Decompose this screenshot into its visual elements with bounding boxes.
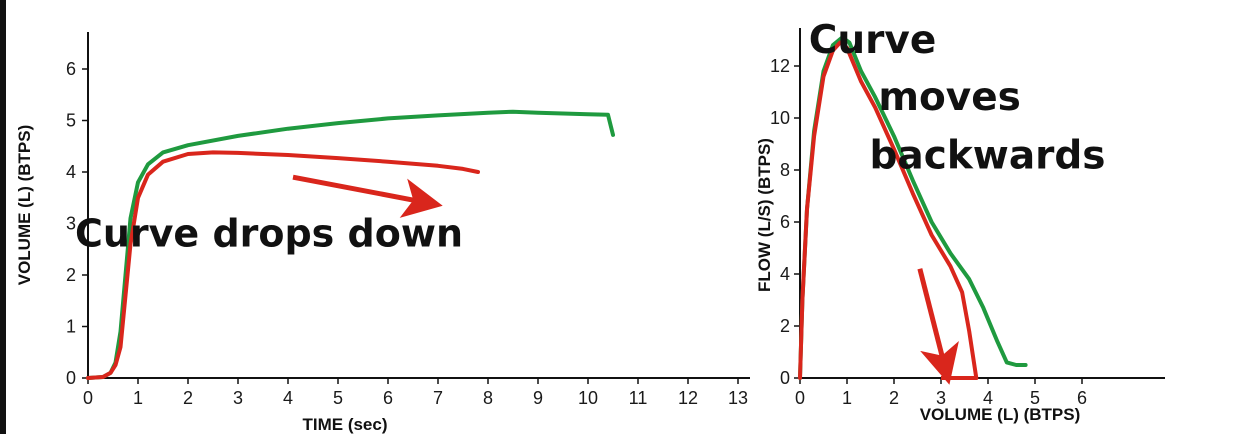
- y-tick-label: 6: [66, 59, 76, 79]
- y-tick-label: 2: [780, 316, 790, 336]
- y-tick-label: 4: [780, 264, 790, 284]
- annotation-text: backwards: [870, 134, 1106, 179]
- x-tick-label: 1: [133, 388, 143, 408]
- flow-volume-y-axis-label: FLOW (L/S) (BTPS): [755, 138, 774, 292]
- y-tick-label: 5: [66, 111, 76, 131]
- flow-volume-x-axis-label: VOLUME (L) (BTPS): [920, 405, 1081, 424]
- annotation-text: Curve: [809, 18, 937, 63]
- x-tick-label: 12: [678, 388, 698, 408]
- green-curve-series: [86, 109, 615, 380]
- x-tick-label: 2: [889, 388, 899, 408]
- y-tick-label: 0: [66, 368, 76, 388]
- y-tick-label: 1: [66, 317, 76, 337]
- x-tick-label: 6: [383, 388, 393, 408]
- volume-time-series: [86, 109, 615, 380]
- x-tick-label: 0: [83, 388, 93, 408]
- red-curve-series: [798, 40, 979, 380]
- x-tick-label: 7: [433, 388, 443, 408]
- y-tick-label: 3: [66, 214, 76, 234]
- x-tick-label: 4: [983, 388, 993, 408]
- x-tick-label: 6: [1077, 388, 1087, 408]
- x-tick-label: 2: [183, 388, 193, 408]
- volume-time-axes: [87, 32, 750, 379]
- x-tick-label: 13: [728, 388, 748, 408]
- y-tick-label: 2: [66, 265, 76, 285]
- y-tick-label: 6: [780, 212, 790, 232]
- red-arrow: [917, 268, 959, 385]
- y-tick-label: 0: [780, 368, 790, 388]
- x-tick-label: 11: [629, 388, 648, 408]
- y-tick-label: 12: [770, 56, 790, 76]
- y-tick-label: 4: [66, 162, 76, 182]
- x-tick-label: 3: [936, 388, 946, 408]
- x-tick-label: 5: [333, 388, 343, 408]
- annotation-text: moves: [878, 75, 1021, 120]
- x-tick-label: 1: [842, 388, 852, 408]
- x-tick-label: 8: [483, 388, 493, 408]
- y-tick-label: 10: [770, 108, 790, 128]
- x-tick-label: 9: [533, 388, 543, 408]
- x-tick-label: 10: [578, 388, 598, 408]
- annotation-text: Curve drops down: [75, 212, 463, 256]
- frame-left-bar: [0, 0, 6, 434]
- volume-time-annotations: Curve drops down: [75, 174, 463, 256]
- x-tick-label: 0: [795, 388, 805, 408]
- red-arrow: [292, 174, 443, 218]
- red-curve-series: [86, 150, 480, 380]
- x-tick-label: 3: [233, 388, 243, 408]
- volume-time-y-axis-label: VOLUME (L) (BTPS): [15, 125, 34, 286]
- volume-time-x-axis-label: TIME (sec): [302, 415, 387, 434]
- flow-volume-annotations: Curve moves backwards: [809, 18, 1106, 385]
- x-tick-label: 4: [283, 388, 293, 408]
- x-tick-label: 5: [1030, 388, 1040, 408]
- y-tick-label: 8: [780, 160, 790, 180]
